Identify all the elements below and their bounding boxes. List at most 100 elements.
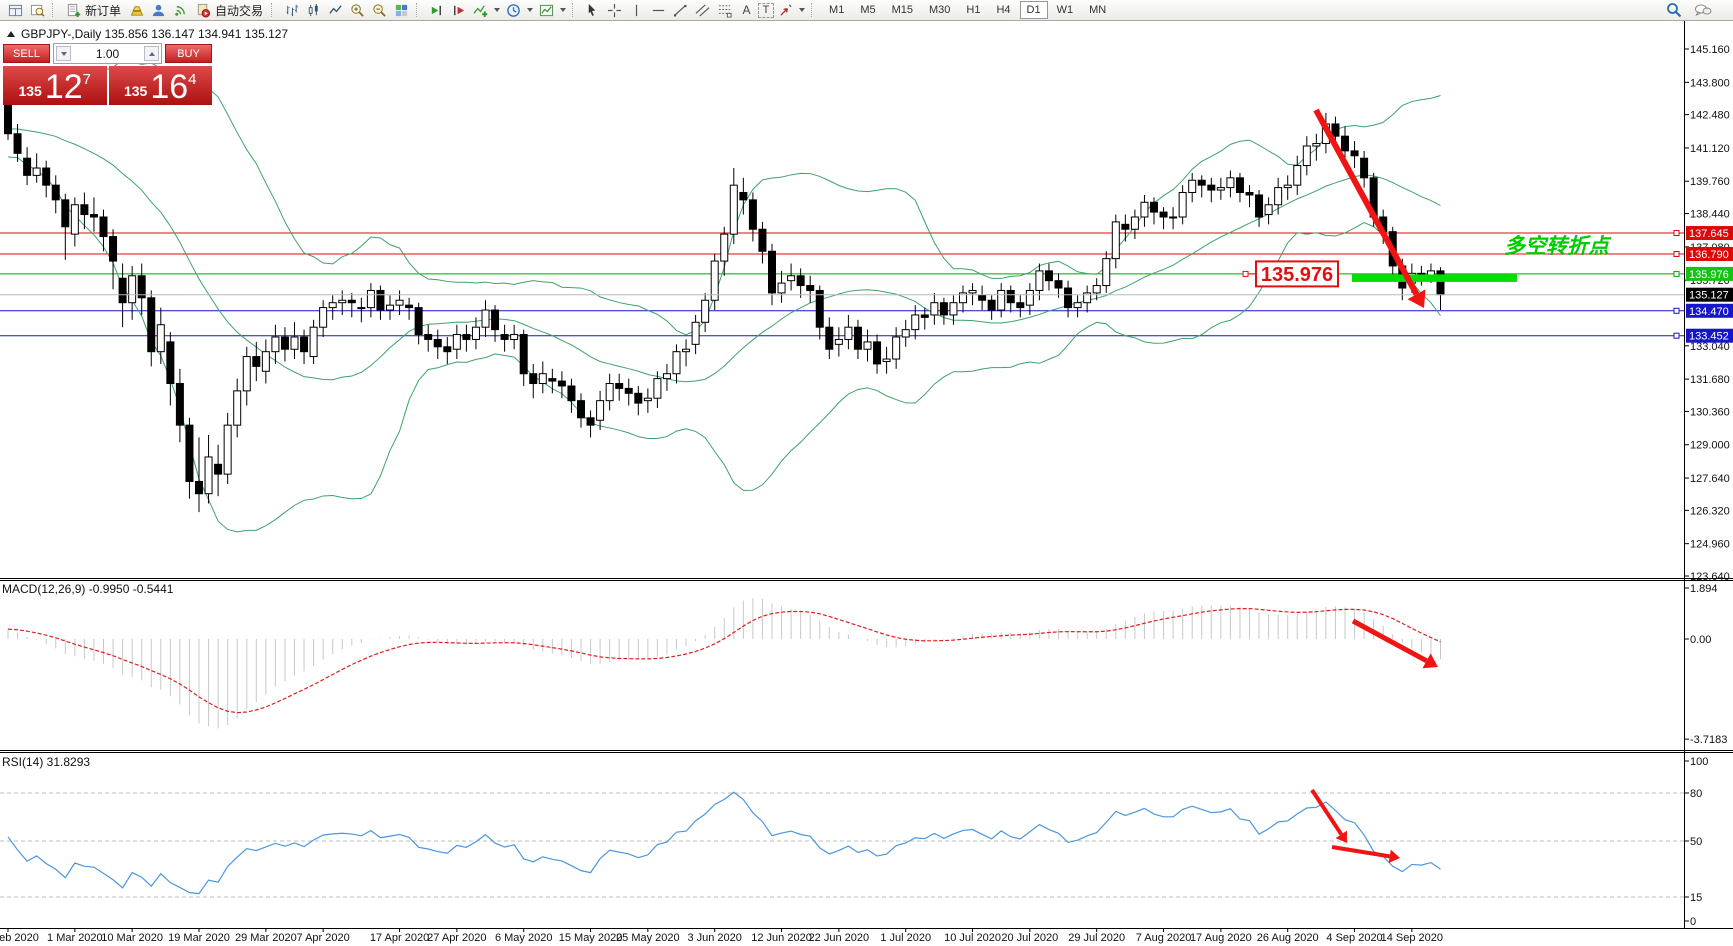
chart-shift-icon[interactable]: [448, 1, 469, 19]
candle: [109, 236, 118, 262]
timeframe-button-H4[interactable]: H4: [989, 1, 1017, 19]
candle: [386, 304, 394, 311]
support-icon[interactable]: [148, 1, 169, 19]
periods-icon[interactable]: [503, 1, 524, 19]
candle: [156, 324, 165, 353]
candle: [882, 358, 891, 362]
candle: [42, 167, 51, 186]
timeframe-button-M1[interactable]: M1: [822, 1, 851, 19]
candle: [701, 299, 710, 323]
indicators-icon[interactable]: [470, 1, 491, 19]
timeframe-button-M30[interactable]: M30: [922, 1, 957, 19]
candle: [873, 341, 882, 365]
indicators-dropdown-caret[interactable]: [494, 8, 501, 12]
bars-chart-icon[interactable]: [281, 1, 302, 19]
date-tick-label: 26 Aug 2020: [1257, 932, 1319, 944]
bollinger-band-line: [7, 128, 1441, 383]
trend-arrow[interactable]: [1313, 108, 1420, 296]
text-icon[interactable]: A: [742, 3, 751, 17]
axis-tick-label: 15: [1690, 892, 1702, 904]
green-highlight-bar[interactable]: [1352, 274, 1517, 282]
buy-price-prefix: 135: [123, 83, 148, 99]
candle: [462, 334, 471, 340]
line-chart-icon[interactable]: [325, 1, 346, 19]
gold-icon[interactable]: [126, 1, 147, 19]
search-icon[interactable]: [1666, 2, 1682, 18]
pivot-note-text[interactable]: 多空转折点: [1504, 234, 1612, 258]
timeframe-button-M5[interactable]: M5: [853, 1, 882, 19]
axis-tick-label: 139.760: [1690, 176, 1730, 188]
autotrading-label: 自动交易: [215, 3, 264, 18]
date-tick-label: 10 Jul 2020: [944, 932, 1001, 944]
arrows-dropdown-caret[interactable]: [799, 8, 806, 12]
trend-arrow[interactable]: [1351, 618, 1428, 664]
date-tick-label: 25 May 2020: [616, 932, 680, 944]
vertical-line-icon[interactable]: [626, 1, 647, 19]
candle: [290, 336, 299, 350]
new-order-button[interactable]: 新订单: [62, 1, 125, 19]
zoom-out-icon[interactable]: [369, 1, 390, 19]
date-tick-label: 22 Jun 2020: [809, 932, 870, 944]
crosshair-icon[interactable]: [604, 1, 625, 19]
autotrading-button[interactable]: 自动交易: [192, 1, 267, 19]
auto-scroll-icon[interactable]: [426, 1, 447, 19]
candle: [405, 304, 414, 309]
candle: [376, 289, 385, 311]
candle: [1341, 135, 1349, 152]
volume-increase-button[interactable]: [144, 46, 159, 61]
date-tick-label: 20 Feb 2020: [0, 932, 39, 944]
zoom-in-icon[interactable]: [347, 1, 368, 19]
candle: [1102, 258, 1111, 287]
price-badge: [1686, 226, 1733, 241]
volume-decrease-button[interactable]: [56, 46, 71, 61]
price-badge: [1686, 246, 1733, 261]
candle: [1207, 184, 1216, 191]
candle: [1064, 287, 1073, 309]
axis-tick-label: 123.640: [1690, 571, 1730, 583]
sell-button[interactable]: SELL: [3, 44, 50, 63]
date-tick-label: 3 Jun 2020: [687, 932, 741, 944]
timeframe-button-M15[interactable]: M15: [885, 1, 920, 19]
volume-value[interactable]: 1.00: [95, 46, 120, 61]
trend-arrow[interactable]: [1331, 845, 1391, 859]
candle: [510, 334, 519, 340]
template-icon[interactable]: [536, 1, 557, 19]
timeframe-button-W1[interactable]: W1: [1050, 1, 1081, 19]
timeframe-button-H1[interactable]: H1: [959, 1, 987, 19]
trend-arrow[interactable]: [1310, 788, 1343, 836]
charts-icon[interactable]: [5, 1, 26, 19]
signal-icon[interactable]: [170, 1, 191, 19]
candle: [892, 336, 901, 360]
pivot-price-box[interactable]: [1255, 260, 1339, 288]
bollinger-band-line: [7, 156, 1441, 533]
candle: [1092, 285, 1101, 294]
fibonacci-icon[interactable]: [714, 1, 735, 19]
candle: [491, 309, 500, 331]
candle: [691, 321, 700, 345]
text-label-icon[interactable]: T: [758, 2, 775, 18]
trendline-icon[interactable]: [670, 1, 691, 19]
candle: [1188, 179, 1197, 194]
tile-windows-icon[interactable]: [391, 1, 412, 19]
horizontal-line-icon[interactable]: [648, 1, 669, 19]
template-dropdown-caret[interactable]: [560, 8, 567, 12]
arrows-icon[interactable]: [775, 1, 796, 19]
candlestick-chart-icon[interactable]: [303, 1, 324, 19]
cursor-icon[interactable]: [582, 1, 603, 19]
axis-tick-label: 0.00: [1690, 634, 1711, 646]
sell-price-display[interactable]: 135 12 7: [3, 66, 107, 105]
buy-price-display[interactable]: 135 16 4: [108, 66, 212, 105]
channel-icon[interactable]: [692, 1, 713, 19]
periods-dropdown-caret[interactable]: [527, 8, 534, 12]
date-tick-label: 17 Apr 2020: [370, 932, 429, 944]
candle: [643, 397, 652, 402]
candle: [471, 326, 480, 340]
chat-icon[interactable]: [1694, 3, 1712, 18]
timeframe-button-D1[interactable]: D1: [1019, 1, 1048, 19]
timeframe-button-MN[interactable]: MN: [1082, 1, 1113, 19]
buy-button[interactable]: BUY: [165, 44, 212, 63]
window-zoom-icon[interactable]: [27, 1, 48, 19]
candle: [319, 307, 328, 328]
candle: [223, 424, 232, 475]
